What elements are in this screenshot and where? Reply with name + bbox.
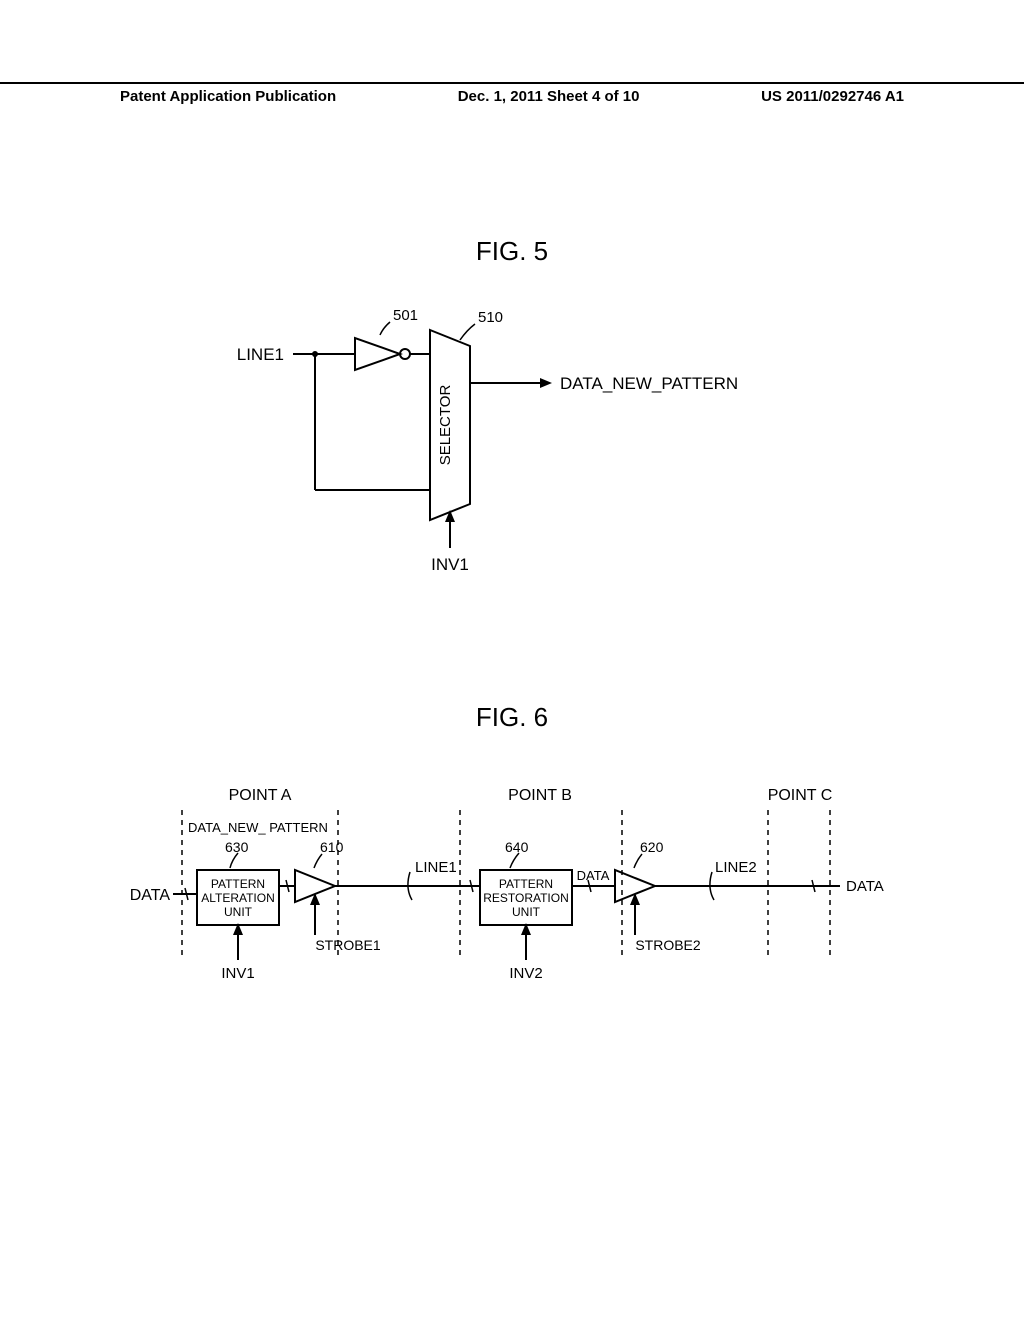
fig6-ref620: 620: [640, 839, 664, 855]
fig6-data-mid: DATA: [577, 868, 610, 883]
fig5-inverter: [355, 338, 400, 370]
fig6-title: FIG. 6: [476, 702, 548, 733]
fig5-inv1: INV1: [431, 555, 469, 574]
fig6-line1: LINE1: [415, 859, 457, 876]
fig6-diagram: POINT A POINT B POINT C DATA_NEW_ PATTER…: [0, 760, 1024, 1160]
fig6-ref640: 640: [505, 839, 529, 855]
fig6-data-out: DATA: [846, 878, 884, 895]
page-header: Patent Application Publication Dec. 1, 2…: [0, 82, 1024, 105]
fig6-data-in: DATA: [130, 887, 171, 904]
svg-text:RESTORATION: RESTORATION: [483, 891, 569, 905]
svg-text:PATTERN: PATTERN: [211, 877, 265, 891]
header-left: Patent Application Publication: [120, 88, 336, 105]
fig6-pointC: POINT C: [768, 787, 833, 804]
svg-text:UNIT: UNIT: [512, 905, 541, 919]
fig6-dnp: DATA_NEW_ PATTERN: [188, 820, 328, 835]
fig6-strobe2: STROBE2: [635, 937, 701, 953]
fig6-ref630: 630: [225, 839, 249, 855]
fig6-ref610: 610: [320, 839, 344, 855]
header-right: US 2011/0292746 A1: [761, 88, 904, 105]
fig6-inv1: INV1: [221, 965, 254, 982]
fig5-title: FIG. 5: [476, 236, 548, 267]
svg-text:ALTERATION: ALTERATION: [201, 891, 275, 905]
fig6-line2: LINE2: [715, 859, 757, 876]
fig6-inv2: INV2: [509, 965, 542, 982]
fig5-ref501: 501: [393, 307, 418, 324]
fig6-pointB: POINT B: [508, 787, 572, 804]
fig6-strobe1: STROBE1: [315, 937, 381, 953]
svg-text:UNIT: UNIT: [224, 905, 253, 919]
fig5-diagram: LINE1 501 SELECTOR 510 DATA_NEW_PATTERN …: [0, 280, 1024, 680]
fig5-selector-label: SELECTOR: [437, 385, 454, 466]
fig5-line1-label: LINE1: [237, 345, 284, 364]
fig5-ref510: 510: [478, 309, 503, 326]
svg-text:PATTERN: PATTERN: [499, 877, 553, 891]
fig5-output: DATA_NEW_PATTERN: [560, 374, 738, 393]
header-center: Dec. 1, 2011 Sheet 4 of 10: [458, 88, 640, 105]
fig6-pointA: POINT A: [229, 787, 292, 804]
